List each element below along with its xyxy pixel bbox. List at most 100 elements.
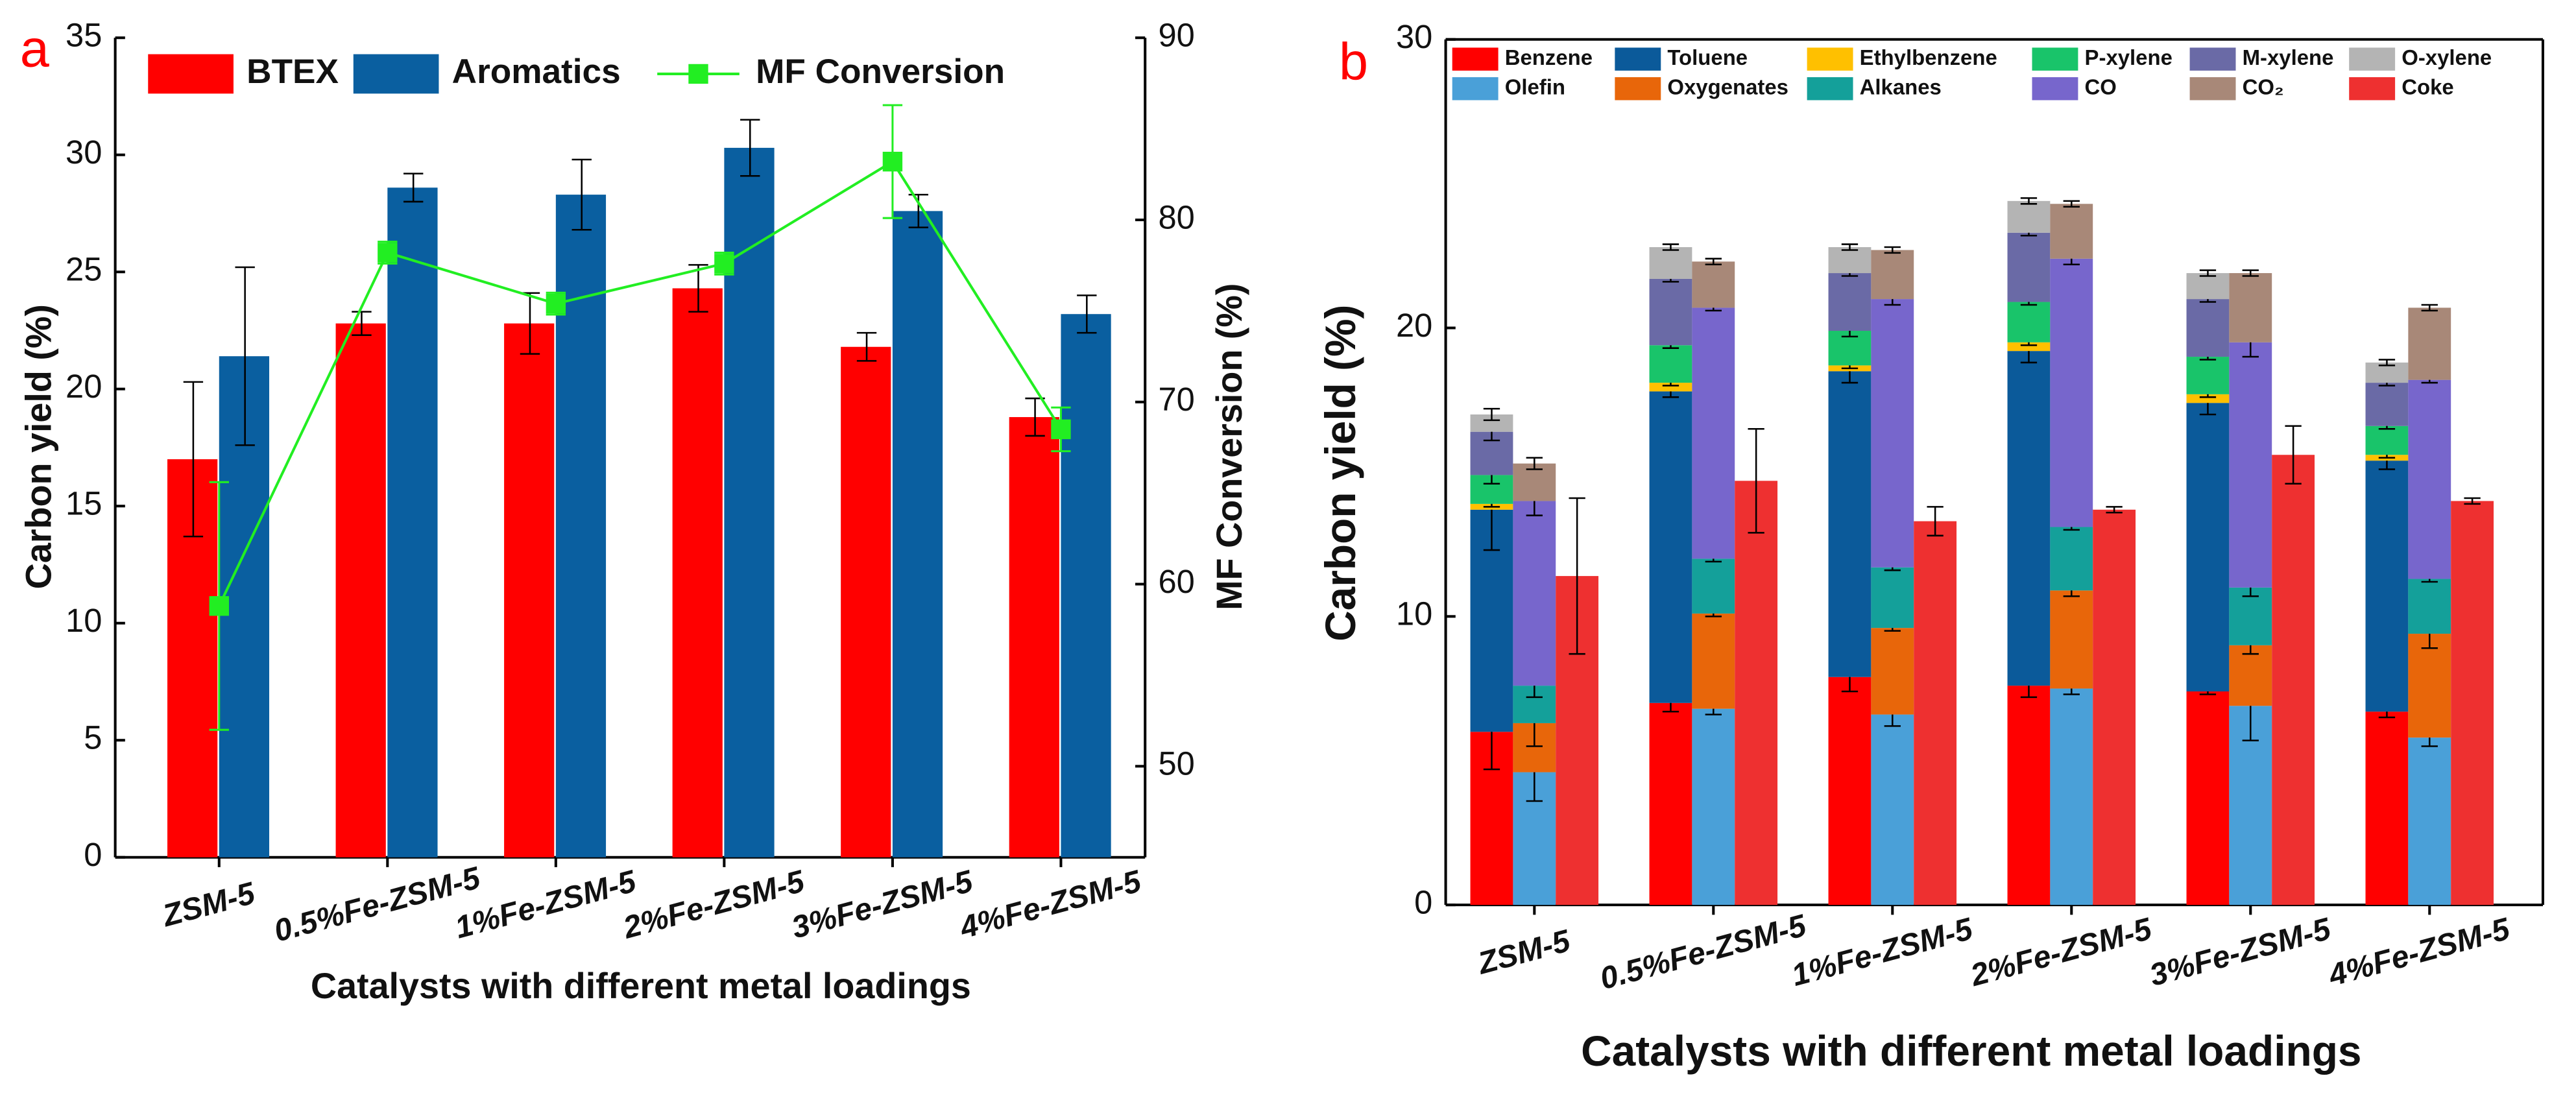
bar-segment: [2186, 357, 2230, 394]
legend-swatch: [1452, 47, 1499, 71]
error-bar: [183, 381, 204, 538]
x-tick-label: 3%Fe-ZSM-5: [788, 863, 977, 945]
error-bar: [2106, 506, 2123, 514]
error-bar: [688, 264, 708, 313]
x-tick-label: ZSM-5: [158, 875, 259, 933]
x-axis-title: Catalysts with different metal loadings: [1581, 1027, 2361, 1075]
legend-swatch: [1807, 47, 1853, 71]
bar-segment: [2007, 232, 2051, 302]
y-axis-title: Carbon yield (%): [18, 304, 58, 589]
error-bar: [235, 266, 255, 446]
bar-segment: [2365, 383, 2409, 426]
legend-swatch: [2032, 77, 2078, 101]
legend-label: M-xylene: [2243, 45, 2334, 69]
bar-segment: [2408, 379, 2451, 579]
legend-label: CO: [2085, 75, 2117, 99]
bar-segment: [1649, 383, 1692, 392]
legend-label: Oxygenates: [1667, 75, 1788, 99]
bar-segment: [2186, 394, 2230, 403]
error-bar: [1077, 294, 1097, 334]
bar: [1009, 417, 1059, 857]
point: [209, 596, 229, 616]
y-tick-label: 10: [66, 602, 102, 639]
bar: [841, 346, 891, 857]
error-bar: [403, 173, 424, 203]
bar-segment: [1649, 247, 1692, 279]
bar-segment: [2408, 307, 2451, 380]
y-tick-label: 15: [66, 485, 102, 522]
bar: [892, 211, 943, 857]
bar-segment: [2408, 579, 2451, 634]
bar: [335, 323, 386, 857]
bar-segment: [2050, 590, 2093, 689]
legend-swatch: [148, 54, 234, 94]
bar-segment: [1828, 677, 1872, 905]
bar-segment: [2050, 204, 2093, 259]
bar-segment: [1871, 567, 1914, 629]
error-bar: [1662, 243, 1679, 251]
legend-label: CO₂: [2243, 75, 2284, 99]
bar: [1061, 314, 1111, 857]
x-tick-label: 1%Fe-ZSM-5: [1788, 911, 1977, 993]
bar-segment: [2365, 461, 2409, 712]
y2-tick-label: 60: [1158, 563, 1194, 600]
bar-segment: [1649, 702, 1692, 905]
panel-label: a: [20, 19, 50, 78]
legend-swatch: [2189, 47, 2236, 71]
bar-segment: [2229, 273, 2272, 342]
legend-label: Ethylbenzene: [1860, 45, 1997, 69]
y-tick-label: 35: [66, 17, 102, 54]
y-tick-label: 0: [84, 836, 102, 873]
y-tick-label: 30: [1396, 18, 1432, 55]
error-bar: [1884, 246, 1901, 254]
bar-segment: [1649, 391, 1692, 703]
error-bar: [740, 119, 760, 177]
error-bar: [1841, 243, 1859, 251]
bar-segment: [1649, 278, 1692, 346]
bar-segment: [1871, 299, 1914, 568]
legend-label: P-xylene: [2085, 45, 2173, 69]
panel-label: b: [1339, 33, 1368, 91]
legend-label: MF Conversion: [756, 53, 1005, 91]
error-bar: [572, 158, 592, 231]
bar-segment: [2186, 691, 2230, 905]
point: [714, 254, 734, 274]
bar: [387, 187, 438, 857]
line: [217, 160, 1063, 607]
bar-segment: [2050, 258, 2093, 527]
y-tick-label: 0: [1414, 884, 1432, 921]
bar-segment: [2186, 299, 2230, 357]
error-bar: [1526, 457, 1543, 470]
error-bar: [856, 331, 877, 362]
legend-marker: [688, 64, 708, 84]
bar-segment: [1513, 501, 1556, 686]
bar-segment: [2229, 587, 2272, 645]
error-bar: [2199, 269, 2217, 277]
x-tick-label: 4%Fe-ZSM-5: [956, 863, 1145, 946]
y2-tick-label: 90: [1158, 17, 1194, 54]
bar-segment: [1692, 558, 1735, 614]
legend-label: Toluene: [1667, 45, 1748, 69]
legend-swatch: [2349, 77, 2396, 101]
y2-axis-title: MF Conversion (%): [1209, 283, 1249, 610]
legend-label: Coke: [2401, 75, 2453, 99]
legend-swatch: [2032, 47, 2078, 71]
bar-segment: [2365, 712, 2409, 905]
y-tick-label: 5: [84, 719, 102, 756]
legend-swatch: [353, 54, 439, 94]
legend-swatch: [1615, 77, 1661, 101]
y-axis-title: Carbon yield (%): [1316, 305, 1364, 641]
x-tick-label: 2%Fe-ZSM-5: [619, 863, 808, 946]
error-bar: [1483, 407, 1500, 422]
bar-segment: [2007, 342, 2051, 352]
bar-segment: [2186, 273, 2230, 300]
legend-label: Alkanes: [1860, 75, 1942, 99]
legend-label: Aromatics: [452, 53, 621, 91]
legend-label: Olefin: [1505, 75, 1565, 99]
point: [378, 243, 398, 263]
bar-segment: [2093, 509, 2136, 905]
error-bar: [2242, 269, 2259, 277]
bar-segment: [1649, 345, 1692, 383]
bar-segment: [1828, 247, 1872, 274]
